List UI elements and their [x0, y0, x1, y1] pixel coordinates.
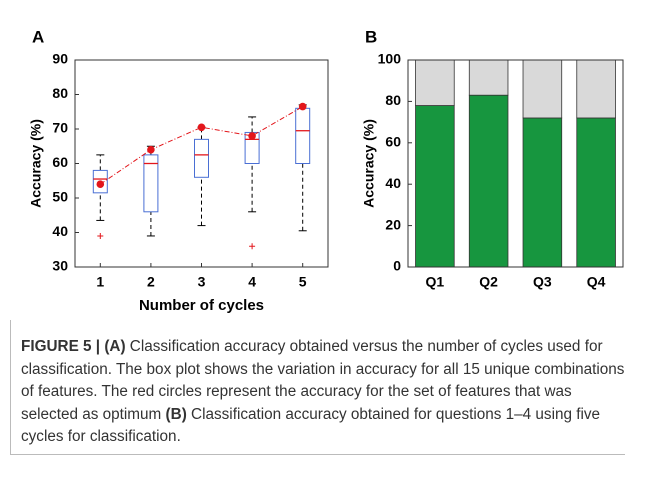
x-tick-label: 3 — [198, 274, 206, 290]
box — [194, 138, 209, 178]
optimum-point — [147, 145, 155, 154]
y-axis-label: Accuracy (%) — [361, 119, 377, 208]
bar-segment — [576, 59, 616, 119]
y-tick-label: 40 — [52, 223, 68, 239]
box — [143, 154, 159, 213]
bar-segment — [522, 59, 563, 119]
y-tick-label: 40 — [385, 175, 401, 191]
y-tick-label: 30 — [52, 258, 68, 274]
x-tick-label: 1 — [96, 274, 104, 290]
bar-segment — [415, 59, 455, 106]
x-tick-label: Q2 — [479, 274, 498, 290]
box — [92, 169, 108, 194]
caption-text: Classification accuracy obtained versus … — [21, 338, 629, 423]
plot-frame — [74, 59, 329, 268]
y-tick-label: 80 — [385, 92, 401, 108]
bar-segment — [468, 59, 509, 96]
panel-label: A — [32, 27, 44, 46]
y-tick-label: 60 — [385, 134, 401, 150]
plot-frame — [407, 59, 624, 268]
x-tick-label: Q3 — [533, 274, 552, 290]
y-tick-label: 80 — [52, 85, 68, 101]
bar-segment — [468, 94, 509, 268]
y-tick-label: 100 — [378, 51, 402, 67]
y-tick-label: 60 — [52, 154, 68, 170]
caption-text: Classification accuracy obtained for que… — [21, 405, 605, 446]
optimum-point — [298, 102, 307, 111]
y-tick-label: 0 — [393, 258, 401, 274]
y-tick-label: 70 — [52, 120, 68, 136]
caption-text: FIGURE 5 | (A) — [21, 338, 126, 355]
bar-segment — [522, 117, 563, 268]
x-tick-label: 4 — [248, 274, 256, 290]
optimum-line — [100, 106, 303, 185]
y-tick-label: 90 — [52, 51, 68, 67]
y-axis-label: Accuracy (%) — [28, 119, 44, 208]
outlier — [97, 232, 104, 239]
box — [295, 107, 311, 165]
caption-text: (B) — [165, 405, 187, 423]
x-axis-label: Number of cycles — [139, 297, 264, 314]
optimum-point — [96, 180, 105, 188]
optimum-point — [248, 132, 256, 140]
y-tick-label: 20 — [385, 216, 401, 232]
panel-label: B — [365, 27, 377, 46]
caption: FIGURE 5 | (A) Classification accuracy o… — [10, 320, 625, 455]
bar-segment — [415, 105, 455, 268]
x-tick-label: Q1 — [426, 274, 445, 290]
optimum-point — [197, 123, 206, 132]
outlier — [249, 243, 256, 250]
x-tick-label: 2 — [147, 274, 155, 290]
x-tick-label: 5 — [299, 274, 307, 290]
y-tick-label: 50 — [52, 189, 68, 205]
bar-segment — [576, 117, 616, 268]
x-tick-label: Q4 — [587, 274, 606, 290]
